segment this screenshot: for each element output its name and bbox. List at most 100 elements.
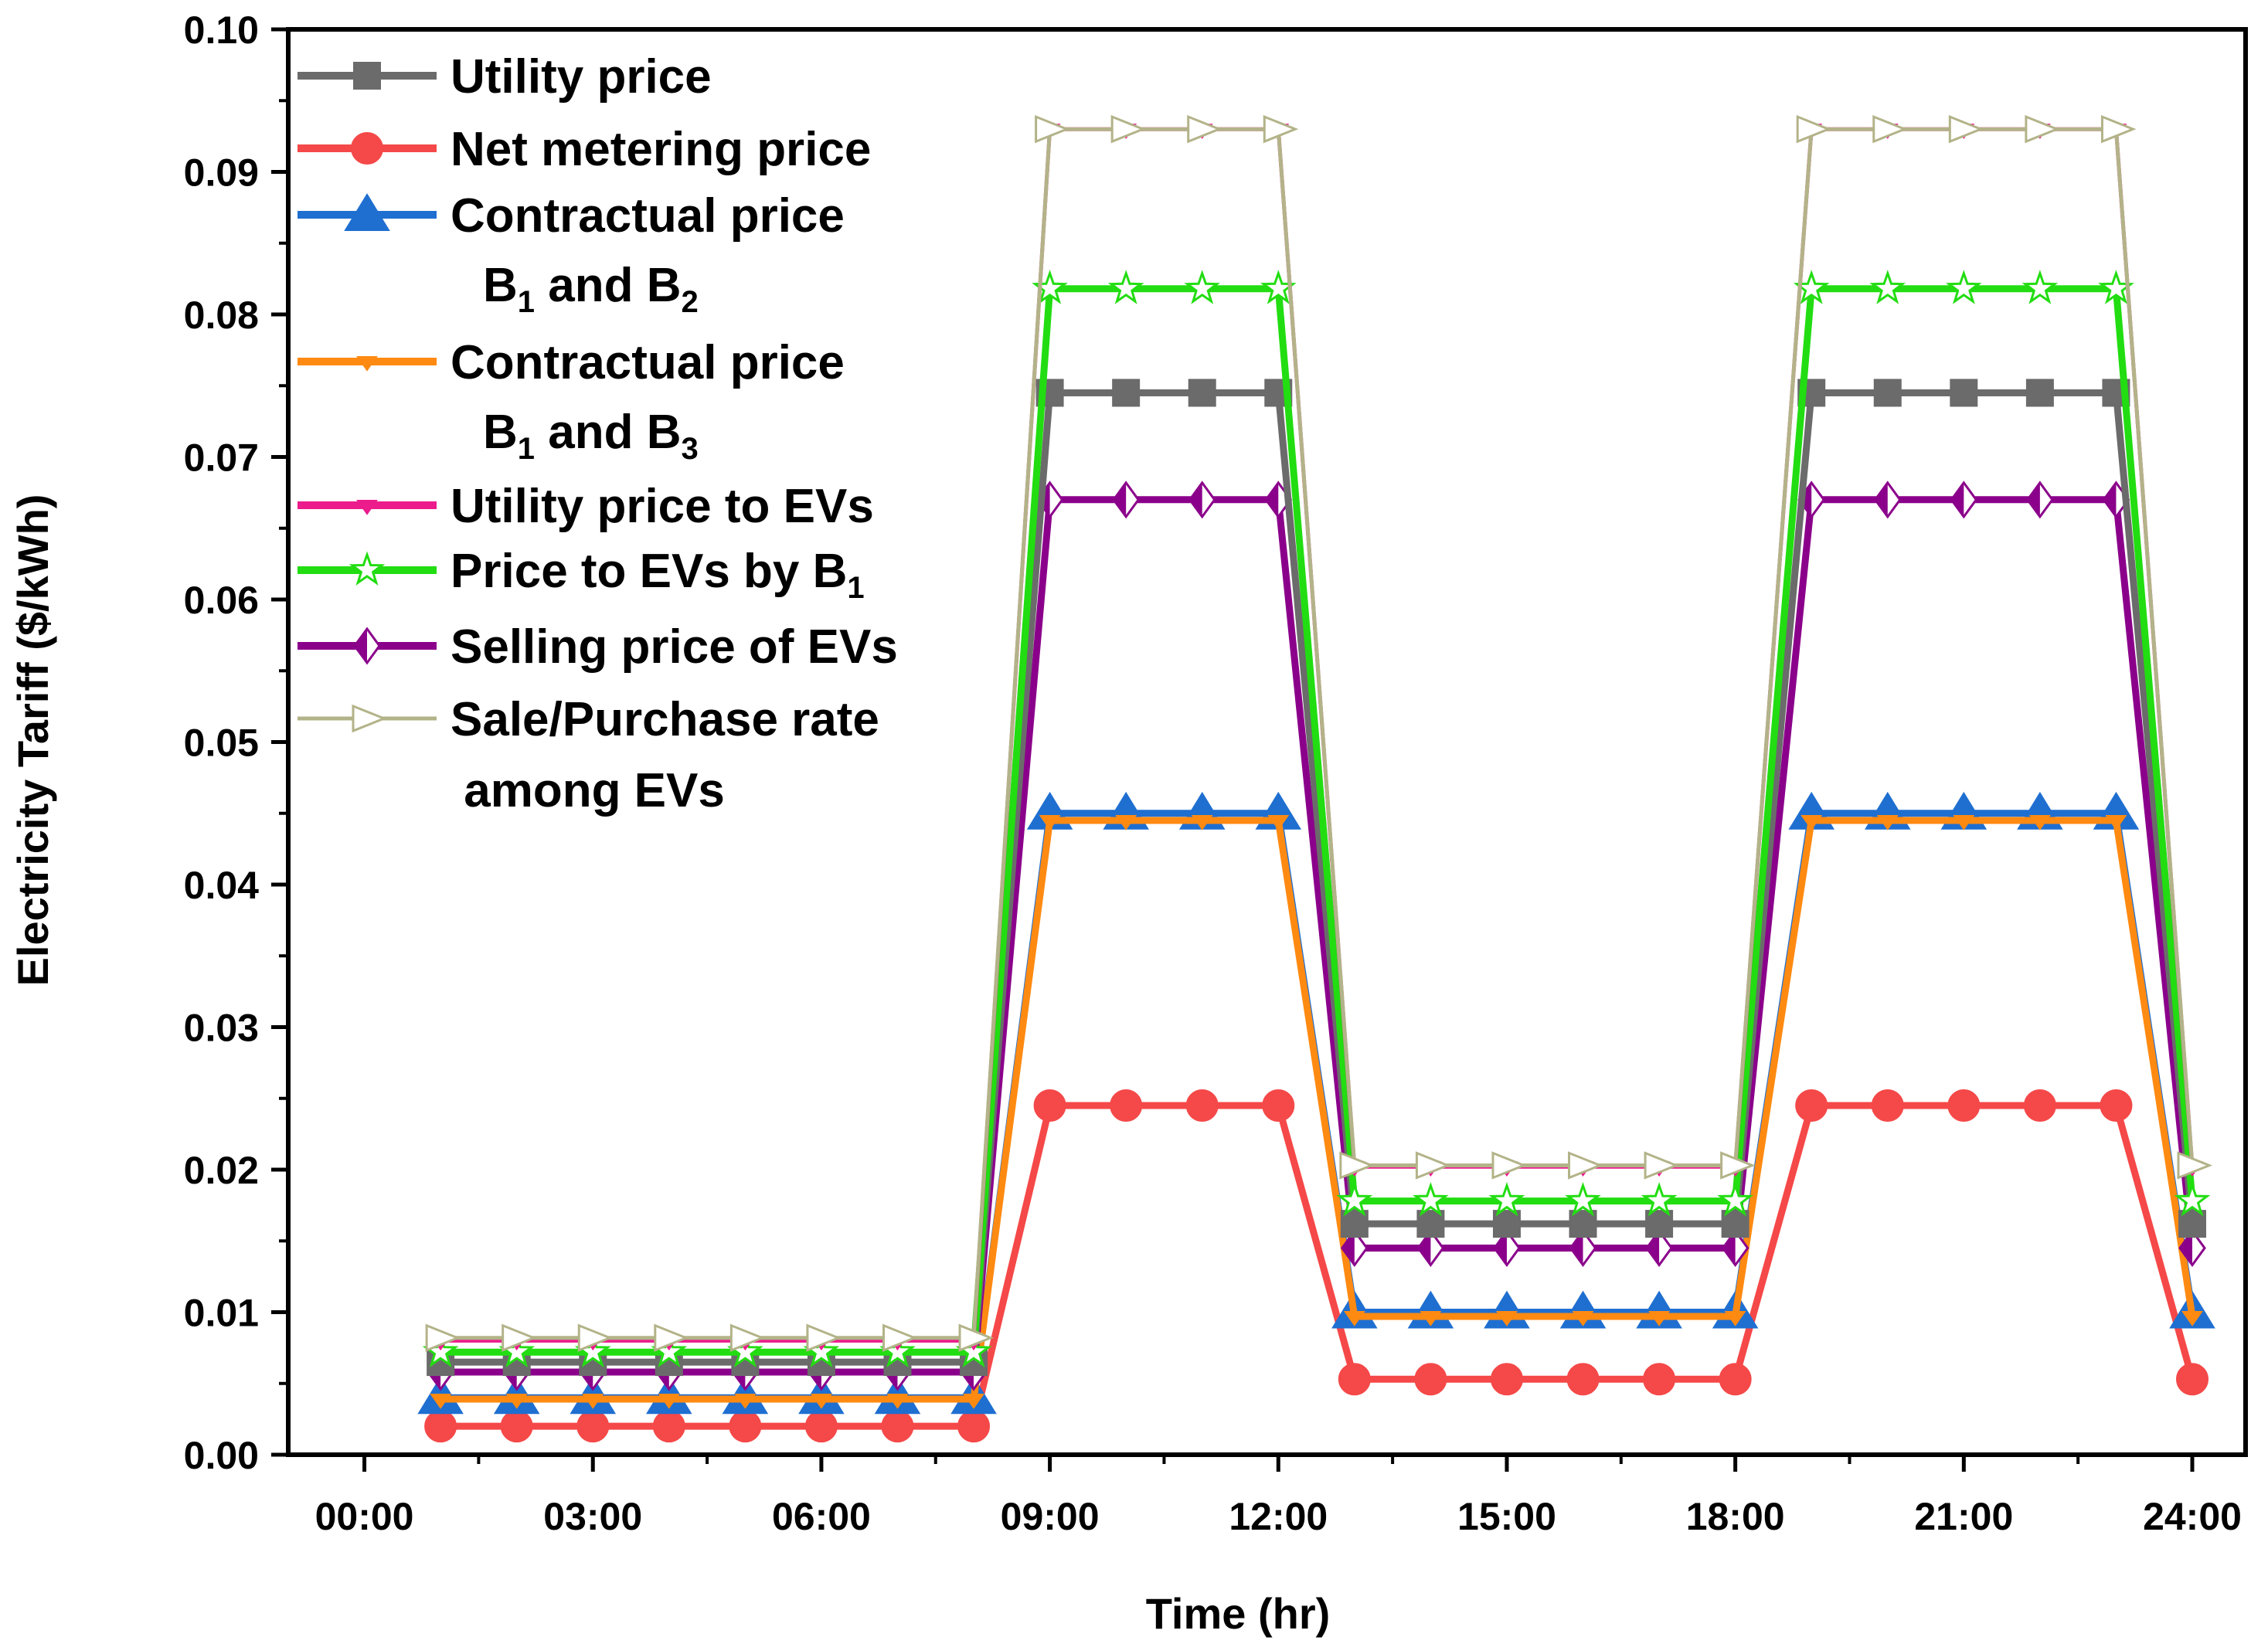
data-point [1644,1151,1680,1180]
data-point [1110,1089,1143,1122]
data-point [500,1410,533,1443]
legend-marker [356,356,378,372]
data-point [1568,1151,1603,1180]
legend-label: Selling price of EVs [451,620,898,674]
data-point [1724,1311,1746,1326]
data-point [1107,270,1144,304]
data-point [1645,1228,1673,1268]
data-point [2100,114,2137,144]
legend-marker [349,551,386,586]
data-point [1492,1210,1521,1238]
legend-label-line2: B1 and B3 [483,406,699,466]
data-point [425,1323,461,1352]
x-tick-label: 09:00 [1001,1495,1100,1538]
data-point [1720,1151,1756,1180]
series-line [440,1102,2196,1430]
legend-label: Contractual price [451,189,845,243]
legend-marker [344,193,390,231]
legend-entry: Contractual price B1 and B3 [298,336,845,466]
data-point [806,1323,842,1352]
data-point [1950,379,1978,407]
data-point [1950,481,1978,519]
data-point [1336,1182,1373,1217]
y-tick-label: 0.09 [184,151,259,195]
data-point [1416,1228,1445,1268]
data-point [2021,270,2059,304]
data-point [582,1394,604,1409]
data-point [654,1323,689,1352]
x-tick-label: 15:00 [1457,1495,1556,1538]
data-point [505,1394,528,1409]
data-point [1569,1210,1597,1238]
data-point [502,1323,537,1352]
data-point [1876,814,1899,830]
data-point [1641,1182,1678,1217]
data-point [1414,1363,1447,1396]
data-point [1339,1151,1375,1180]
legend-marker [356,500,378,515]
legend-marker [351,132,383,165]
data-point [2028,814,2051,830]
data-point [2176,1363,2209,1396]
data-point [1948,114,1984,144]
data-point [1112,481,1141,519]
legend-label: Sale/Purchase rate [451,693,879,746]
x-tick-label: 24:00 [2143,1495,2242,1538]
data-point [1039,814,1061,830]
data-point [2178,1228,2206,1268]
data-point [1572,1311,1594,1326]
data-point [810,1394,832,1409]
data-point [1795,1089,1828,1122]
x-axis: 00:00 03:00 06:00 09:00 12:00 15:00 18:00 21:00… [315,1455,2242,1538]
legend-marker [352,704,388,733]
series-layer [417,114,2215,1443]
data-point [1035,114,1070,144]
legend-label: Utility price to EVs [451,480,874,533]
legend-entry: Utility price to EVs [298,480,874,533]
data-point [1488,1182,1525,1217]
data-point [1188,379,1216,407]
data-point [1643,1363,1676,1396]
data-point [1871,1089,1904,1122]
data-point [1566,1363,1600,1396]
data-point [1796,114,1832,144]
data-point [1869,270,1906,304]
data-point [2026,481,2054,519]
series-line [440,285,2196,1356]
y-tick-label: 0.06 [184,579,259,622]
data-point [734,1394,757,1409]
data-point [1340,1228,1369,1268]
data-point [2023,1089,2056,1122]
data-point [1263,114,1299,144]
data-point [1115,814,1137,830]
data-point [1645,1210,1674,1238]
series-2 [424,1089,2209,1443]
legend-label: Net metering price [451,123,871,176]
data-point [1719,1363,1752,1396]
data-point [1872,114,1908,144]
data-point [2178,1210,2207,1238]
x-tick-label: 06:00 [772,1495,871,1538]
y-tick-label: 0.08 [184,294,259,337]
x-tick-label: 03:00 [543,1495,642,1538]
data-point [1490,1363,1523,1396]
y-tick-label: 0.03 [184,1007,259,1050]
data-point [1491,1151,1528,1180]
data-point [1033,1089,1066,1122]
legend-entry: Net metering price [298,123,871,176]
series-4 [430,814,2203,1409]
legend-entry: Selling price of EVs [298,620,898,674]
data-point [1416,1210,1445,1238]
data-point [1569,1228,1597,1268]
data-point [1184,270,1221,304]
legend-marker [353,627,381,665]
data-point [2025,379,2054,407]
y-tick-label: 0.05 [184,722,259,765]
legend-label: Price to EVs by B1 [451,545,865,605]
x-tick-label: 00:00 [315,1495,414,1538]
data-point [729,1410,762,1443]
data-point [1493,1228,1521,1268]
data-point [1953,814,1975,830]
legend-entry: Contractual price B1 and B2 [298,189,845,319]
data-point [958,1323,995,1352]
